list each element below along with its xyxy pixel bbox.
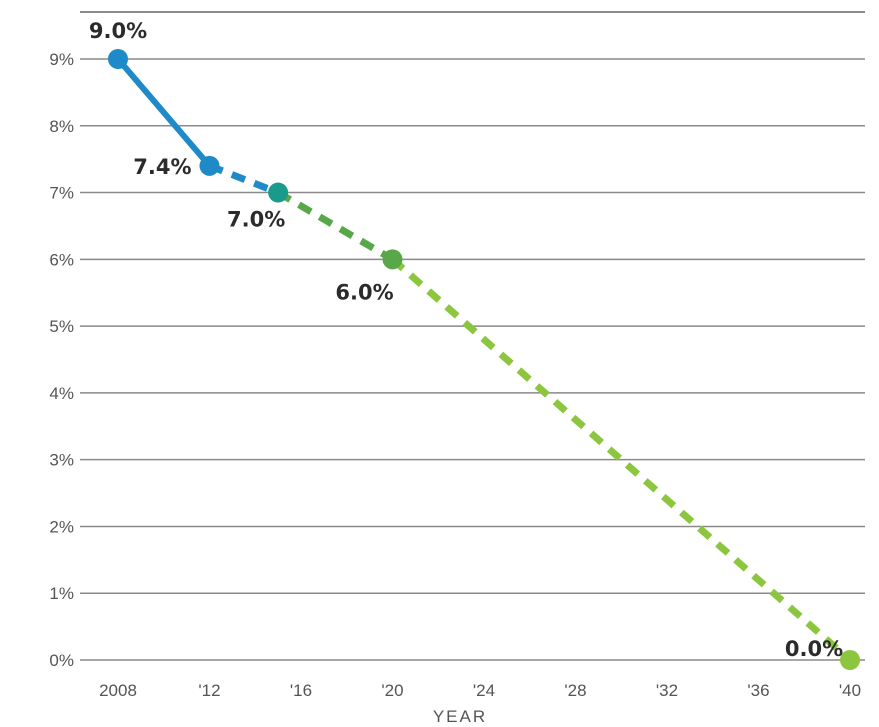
x-tick-label: '20 <box>381 681 403 700</box>
series-line-dashed <box>276 189 395 263</box>
y-tick-label: 8% <box>49 117 74 136</box>
data-label: 9.0% <box>89 19 147 43</box>
y-tick-label: 4% <box>49 384 74 403</box>
x-tick-label: '40 <box>839 681 861 700</box>
x-tick-label: '28 <box>564 681 586 700</box>
gridlines <box>80 58 865 661</box>
data-point <box>268 182 289 203</box>
series-line-solid <box>115 56 213 169</box>
x-tick-label: '12 <box>198 681 220 700</box>
y-tick-label: 3% <box>49 451 74 470</box>
x-tick-label: '16 <box>290 681 312 700</box>
y-tick-label: 2% <box>49 517 74 536</box>
y-tick-label: 1% <box>49 584 74 603</box>
series-lines <box>115 56 853 663</box>
y-axis-ticks: 0% 1% 2% 3% 4% 5% 6% 7% 8% 9% <box>49 50 74 670</box>
data-label: 6.0% <box>335 280 393 304</box>
data-point <box>108 49 128 69</box>
data-label: 7.0% <box>227 208 285 232</box>
x-tick-label: '32 <box>656 681 678 700</box>
series-line-dashed <box>390 256 853 663</box>
data-point <box>840 650 860 670</box>
data-label: 7.4% <box>133 155 191 179</box>
x-tick-label: '24 <box>473 681 495 700</box>
data-labels: 9.0% 7.4% 7.0% 6.0% 0.0% <box>89 19 843 661</box>
y-tick-label: 6% <box>49 250 74 269</box>
y-tick-label: 7% <box>49 184 74 203</box>
y-tick-label: 9% <box>49 50 74 69</box>
data-label: 0.0% <box>785 637 843 661</box>
y-tick-label: 0% <box>49 651 74 670</box>
series-line-dashed <box>208 162 280 196</box>
data-point <box>382 249 403 270</box>
y-tick-label: 5% <box>49 317 74 336</box>
x-axis-ticks: 2008 '12 '16 '20 '24 '28 '32 '36 '40 <box>99 681 861 700</box>
x-axis-label: YEAR <box>433 707 487 726</box>
data-point <box>199 155 220 176</box>
data-points <box>108 49 860 670</box>
x-tick-label: 2008 <box>99 681 137 700</box>
x-tick-label: '36 <box>747 681 769 700</box>
